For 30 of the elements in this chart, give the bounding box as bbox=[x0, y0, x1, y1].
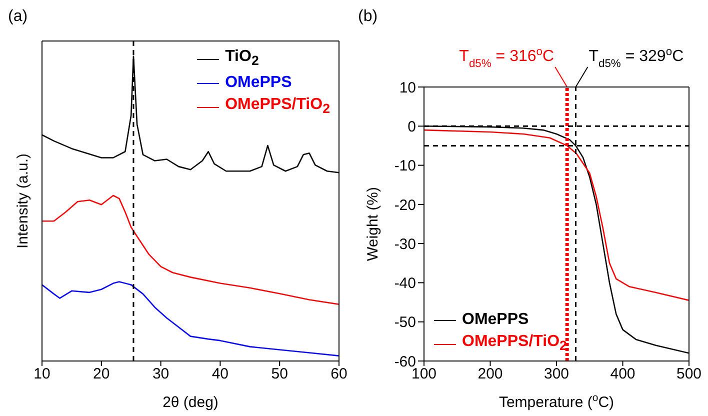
y-tick-label: -20 bbox=[394, 196, 416, 214]
x-tick-label: 40 bbox=[212, 366, 229, 383]
legend-label: OMePPS/TiO$_{2}$ bbox=[225, 95, 330, 118]
legend-label: OMePPS bbox=[225, 73, 292, 94]
y-tick-label: -10 bbox=[394, 158, 416, 175]
x-tick-label: 60 bbox=[330, 366, 348, 383]
x-tick-label: 200 bbox=[478, 366, 503, 383]
y-tick-label: 0 bbox=[408, 118, 416, 136]
chart-title: (b) bbox=[358, 8, 378, 26]
x-tick-label: 300 bbox=[544, 366, 570, 383]
y-tick-label: -50 bbox=[394, 314, 416, 332]
x-tick-label: 500 bbox=[676, 366, 702, 383]
x-tick-label: 100 bbox=[411, 366, 437, 383]
legend-label: TiO$_{2}$ bbox=[225, 47, 259, 70]
x-tick-label: 30 bbox=[152, 366, 170, 383]
ref-line-label: T$_{d5%}$ = 316$^{o}$C bbox=[459, 46, 554, 70]
ref-line-label: T$_{d5%}$ = 329$^{o}$C bbox=[588, 46, 684, 70]
chart-title: (a) bbox=[8, 8, 28, 26]
legend-label: OMePPS bbox=[462, 310, 529, 330]
x-tick-label: 20 bbox=[93, 366, 110, 383]
y-tick-label: 10 bbox=[399, 79, 416, 96]
x-tick-label: 10 bbox=[34, 366, 50, 383]
y-tick-label: -30 bbox=[394, 236, 416, 253]
y-tick-label: -40 bbox=[394, 275, 416, 292]
x-axis-title: Temperature ($^{o}$C) bbox=[498, 392, 614, 411]
x-axis-title: 2θ (deg) bbox=[162, 394, 218, 411]
y-axis-title: Intensity (a.u.) bbox=[14, 153, 32, 249]
x-tick-label: 400 bbox=[610, 366, 636, 383]
x-tick-label: 50 bbox=[271, 366, 288, 383]
y-axis-title: Weight (%) bbox=[364, 187, 382, 261]
